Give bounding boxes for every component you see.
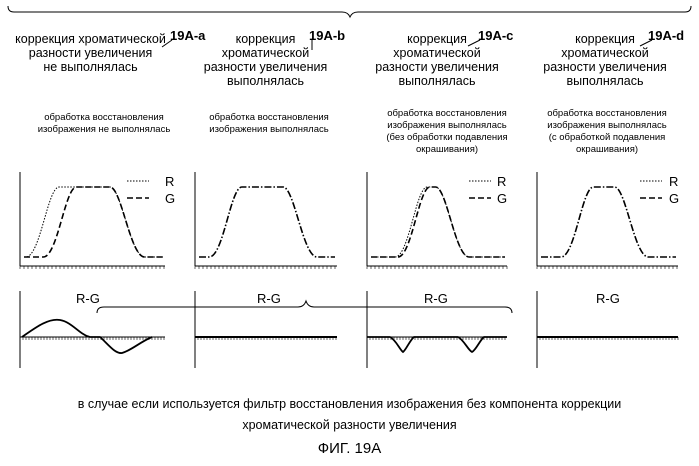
caption-line-2: хроматической разности увеличения	[242, 418, 457, 432]
column-c-tag: 19A-c	[478, 28, 514, 43]
column-a-diff-label: R-G	[76, 291, 100, 306]
column-a-note: обработка восстановления изображения не …	[37, 112, 171, 135]
column-a-tag-pointer	[161, 39, 173, 48]
column-a-legend-g: G	[165, 191, 176, 206]
panel-c-g-curve	[371, 186, 505, 258]
column-d-note: обработка восстановления изображения вып…	[547, 108, 667, 155]
panel-c-diff-curve	[367, 336, 507, 354]
column-a-header: коррекция хроматической разности увеличе…	[15, 32, 166, 74]
column-d-diff-label: R-G	[596, 291, 620, 306]
column-b-header: коррекция хроматической разности увеличе…	[203, 32, 328, 88]
column-c-legend-r: R	[497, 174, 507, 189]
lower-brace	[96, 299, 513, 314]
panel-a-g-curve	[24, 186, 163, 258]
column-d-legend-r: R	[669, 174, 679, 189]
column-b-diff-label: R-G	[257, 291, 281, 306]
column-d-header: коррекция хроматической разности увеличе…	[543, 32, 667, 88]
panel-a-diff-curve	[21, 318, 153, 354]
column-d-tag-pointer	[639, 39, 653, 47]
column-a-tag: 19A-a	[170, 28, 206, 43]
column-c-header: коррекция хроматической разности увеличе…	[375, 32, 499, 88]
column-c-tag-pointer	[467, 39, 481, 47]
column-c-note: обработка восстановления изображения вып…	[386, 108, 508, 155]
column-c-diff-label: R-G	[424, 291, 448, 306]
column-b-tag: 19A-b	[309, 28, 346, 43]
column-b-note: обработка восстановления изображения вып…	[209, 112, 329, 135]
column-d-legend-g: G	[669, 191, 680, 206]
top-brace	[7, 5, 692, 19]
panel-a-r-curve	[24, 186, 163, 258]
panel-c-r-curve	[371, 186, 505, 258]
column-d-tag: 19A-d	[648, 28, 685, 43]
figure-label: ФИГ. 19A	[317, 440, 382, 457]
panel-b-curve	[199, 186, 335, 258]
caption-line-1: в случае если используется фильтр восста…	[77, 397, 622, 411]
column-a-legend-r: R	[165, 174, 175, 189]
panel-d-curve	[541, 186, 676, 258]
column-c-legend-g: G	[497, 191, 508, 206]
